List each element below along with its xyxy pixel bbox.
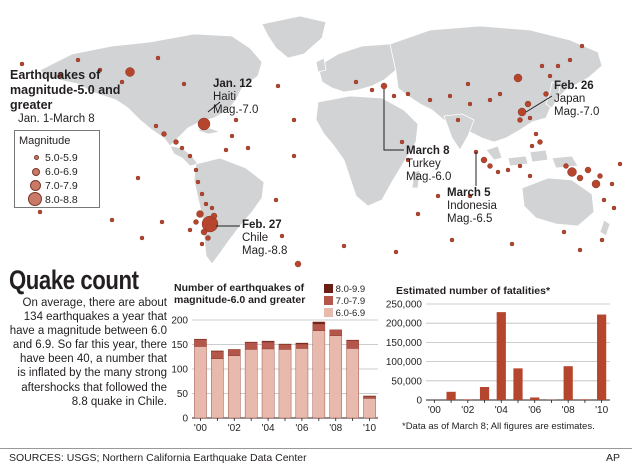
legend-swatch-icon [324, 296, 333, 305]
bar-2003-7.0-7.9 [244, 342, 258, 350]
bar-2001 [446, 391, 456, 400]
quake-count-title: Quake count [9, 265, 139, 295]
y-tick-label: 150,000 [386, 338, 423, 349]
bar-2008-7.0-7.9 [329, 329, 343, 336]
bar-2008-6.0-6.9 [329, 335, 343, 419]
chart1-legend-item: 6.0-6.9 [324, 308, 365, 319]
x-tick-label: '00 [194, 423, 207, 434]
x-tick-label: '04 [262, 423, 275, 434]
leader-turkey [383, 89, 404, 151]
legend-swatch-icon [324, 308, 333, 317]
x-tick-label: '10 [595, 405, 608, 416]
bar-2001-7.0-7.9 [211, 351, 224, 359]
callout-turkey: March 8 Turkey Mag.-6.0 [406, 145, 452, 183]
y-tick-label: 250,000 [386, 300, 423, 311]
bar-2009 [580, 399, 590, 400]
bar-2010-6.0-6.9 [363, 398, 376, 419]
bar-2004-7.0-7.9 [261, 341, 275, 350]
y-tick-label: 150 [171, 340, 188, 351]
footnote: *Data as of March 8; All figures are est… [402, 421, 595, 432]
bar-2004-6.0-6.9 [261, 348, 275, 419]
x-tick-label: '02 [228, 423, 241, 434]
bar-2007-6.0-6.9 [312, 330, 326, 419]
quake-marker-turkey [380, 82, 388, 90]
chart1-legend-item: 7.0-7.9 [324, 296, 365, 307]
bar-2010-7.0-7.9 [363, 396, 376, 399]
bar-2002-6.0-6.9 [227, 355, 241, 419]
sources: SOURCES: USGS; Northern California Earth… [9, 452, 307, 464]
bar-2006-8.0-9.9 [295, 342, 309, 345]
bar-2006 [530, 397, 540, 400]
legend-title: Magnitude [19, 135, 71, 147]
legend-dot-icon [28, 192, 42, 206]
bar-2003-6.0-6.9 [244, 349, 258, 419]
land-masses [39, 15, 611, 265]
leader-japan [525, 95, 553, 113]
bar-2002-7.0-7.9 [227, 349, 241, 356]
legend-swatch-icon [324, 284, 333, 293]
map-title: Earthquakes of magnitude-5.0 and greater [10, 68, 121, 112]
y-tick-label: 0 [416, 396, 422, 407]
magnitude-legend: Magnitude 5.0-5.9 6.0-6.9 7.0-7.9 8.0-8.… [14, 130, 100, 208]
y-tick-label: 100 [171, 365, 188, 376]
bar-2004 [496, 312, 506, 400]
bar-2004-8.0-9.9 [261, 340, 275, 343]
quake-count-body: On average, there are about 134 earthqua… [9, 297, 167, 408]
x-tick-label: '04 [495, 405, 508, 416]
bar-2005-6.0-6.9 [278, 349, 292, 419]
y-tick-label: 0 [182, 414, 188, 425]
callout-chile: Feb. 27 Chile Mag.-8.8 [242, 219, 288, 257]
x-tick-label: '08 [329, 423, 342, 434]
bar-2009-6.0-6.9 [346, 348, 359, 419]
y-tick-label: 200 [171, 316, 188, 327]
leader-haiti [207, 101, 221, 113]
world-map [19, 15, 623, 268]
fatalities-chart: 0 50,000 100,000 150,000 200,000 250,000 '00 '0… [386, 300, 610, 416]
bar-2005 [513, 368, 523, 400]
map-subtitle: Jan. 1-March 8 [18, 113, 95, 125]
callout-haiti: Jan. 12 Haiti Mag.-7.0 [213, 78, 259, 116]
x-tick-label: '06 [528, 405, 541, 416]
bar-2003 [479, 387, 490, 400]
earthquake-count-chart: 0 50 100 150 200 '00 '02 '04 '06 '08 '10 [171, 316, 378, 434]
bar-2008 [563, 366, 573, 400]
x-tick-label: '10 [363, 423, 376, 434]
y-tick-label: 200,000 [386, 319, 423, 330]
credit: AP [606, 452, 621, 464]
bar-2007-7.0-7.9 [312, 323, 326, 331]
legend-dot-icon [32, 168, 40, 176]
bar-2000-7.0-7.9 [194, 339, 207, 347]
bar-2001-6.0-6.9 [211, 358, 224, 419]
quake-marker-chile-main [201, 215, 219, 233]
bar-2007-8.0-9.9 [312, 321, 326, 325]
chart1-title: Number of earthquakes of magnitude-6.0 a… [174, 282, 306, 306]
legend-dot-icon [30, 180, 41, 191]
bar-2006-7.0-7.9 [295, 343, 309, 349]
bar-2005-7.0-7.9 [278, 344, 292, 350]
quake-marker-haiti [197, 117, 211, 131]
chart1-legend-item: 8.0-9.9 [324, 284, 365, 295]
x-tick-label: '06 [295, 423, 308, 434]
x-tick-label: '02 [461, 405, 474, 416]
x-tick-label: '00 [428, 405, 441, 416]
y-tick-label: 50 [177, 389, 189, 400]
bar-2006-6.0-6.9 [295, 348, 309, 419]
bar-2009-7.0-7.9 [346, 340, 359, 349]
bar-2000-6.0-6.9 [194, 346, 207, 419]
legend-dot-icon [34, 155, 39, 160]
callout-indonesia: March 5 Indonesia Mag.-6.5 [447, 187, 497, 225]
callout-japan: Feb. 26 Japan Mag.-7.0 [554, 80, 600, 118]
x-tick-label: '08 [562, 405, 575, 416]
chart2-title: Estimated number of fatalities* [396, 285, 551, 297]
bar-2010 [597, 314, 607, 400]
y-tick-label: 100,000 [386, 357, 423, 368]
callout-leaders [207, 89, 553, 227]
bar-2002 [463, 399, 473, 400]
y-tick-label: 50,000 [391, 376, 422, 387]
quake-marker-japan [517, 107, 527, 117]
footer-divider [0, 448, 632, 449]
